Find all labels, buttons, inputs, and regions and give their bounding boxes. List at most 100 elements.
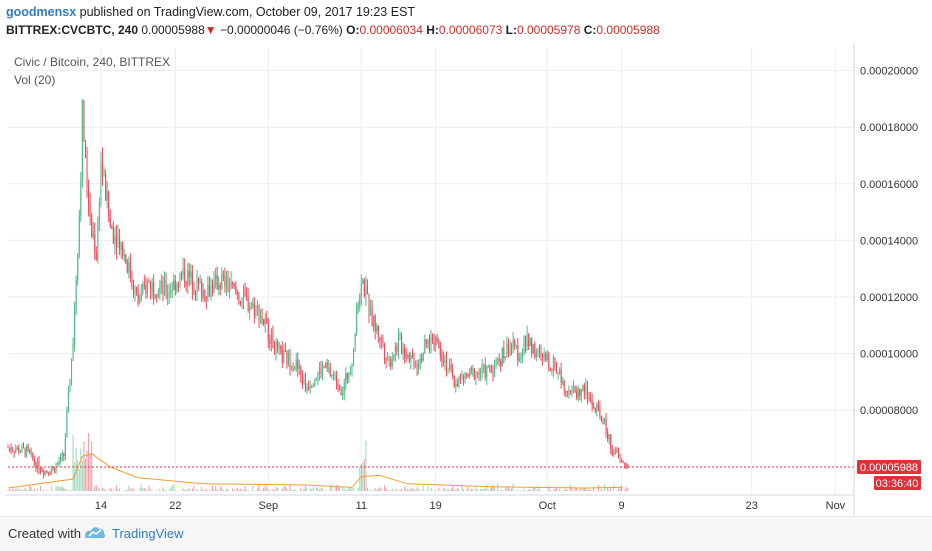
tradingview-logo-icon[interactable] [83,523,107,546]
volume-bar [294,489,295,491]
volume-bar [282,489,283,491]
candle-body [156,296,157,297]
candle-body [469,368,470,376]
candle-body [176,284,177,291]
author-link[interactable]: goodmensx [6,5,76,19]
volume-bar [18,490,19,491]
candle-body [130,262,131,278]
candle-body [381,338,382,341]
candle-body [417,364,418,368]
candle-body [82,101,83,182]
volume-bar [217,489,218,491]
candle-body [430,337,431,348]
candle-body [478,372,479,374]
candle-body [547,353,548,360]
candle-body [382,338,383,347]
candle-body [305,380,306,391]
price-tick-1: 0.00018000 [860,122,918,134]
volume-bar [128,486,129,491]
candle-body [198,278,199,283]
chart-header: goodmensx published on TradingView.com, … [6,3,926,39]
volume-bar [317,487,318,491]
candle-body [488,367,489,368]
volume-bar [232,489,233,491]
volume-bar [516,490,517,491]
candle-body [567,391,568,393]
candle-body [348,373,349,379]
volume-ma-line [8,454,622,488]
volume-bar [483,489,484,491]
volume-bar [457,488,458,491]
candle-body [415,364,416,365]
volume-bar [166,490,167,491]
volume-bar [365,441,366,491]
volume-bar [17,487,18,491]
volume-bar [358,488,359,491]
candle-body [330,367,331,375]
volume-bar [142,488,143,491]
candle-body [217,275,218,290]
volume-bar [34,489,35,491]
candle-body [618,453,619,457]
candle-body [221,275,222,289]
volume-bar [368,490,369,491]
candle-body [62,453,63,455]
candle-body [556,368,557,373]
price-chart[interactable]: 0.000200000.000180000.000160000.00014000… [6,43,926,516]
volume-bar [55,487,56,491]
candle-body [293,369,294,370]
candle-body [461,375,462,378]
candle-body [159,287,160,293]
candle-body [472,369,473,370]
candle-body [303,380,304,384]
volume-bar [525,490,526,491]
candle-body [131,277,132,285]
volume-bar [86,451,87,491]
volume-bar [553,490,554,491]
candle-body [54,467,55,472]
volume-bar [73,435,74,491]
candle-body [14,451,15,452]
volume-bar [289,485,290,491]
candle-body [34,459,35,463]
candle-body [522,352,523,358]
candle-body [263,319,264,324]
candle-body [489,367,490,372]
volume-bar [46,490,47,491]
volume-bar [351,489,352,491]
published-text: published on TradingView.com, October 09… [80,5,415,19]
volume-bar [375,488,376,491]
volume-bar [373,490,374,491]
candle-body [404,347,405,356]
candle-body [562,381,563,382]
candle-body [63,453,64,456]
volume-bar [238,490,239,491]
candle-body [11,448,12,451]
candle-body [31,452,32,453]
volume-bar [509,490,510,491]
volume-bar [463,489,464,491]
price-axis[interactable]: 0.000200000.000180000.000160000.00014000… [860,66,918,417]
candle-body [471,368,472,369]
low-label: L: [506,23,517,37]
candle-body [379,337,380,341]
volume-bar [226,489,227,491]
candle-body [274,348,275,354]
candle-body [215,275,216,279]
candle-body [220,285,221,288]
countdown-text: 03:36:40 [876,478,919,490]
candle-body [530,339,531,346]
candle-body [460,377,461,378]
close-label: C: [584,23,597,37]
volume-bar [210,490,211,491]
candle-body [582,385,583,390]
volume-bar [283,486,284,491]
tradingview-brand[interactable]: TradingView [112,526,184,541]
volume-bar [246,490,247,491]
volume-bar [565,489,566,491]
candle-body [322,366,323,375]
candle-body [153,282,154,296]
candle-body [361,284,362,297]
